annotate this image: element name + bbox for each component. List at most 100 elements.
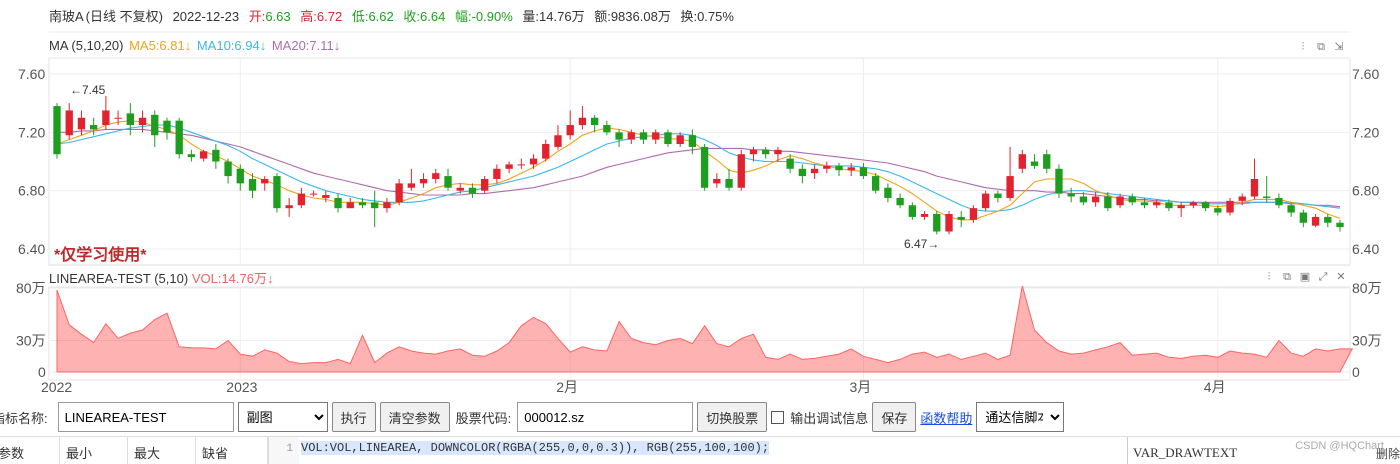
- price-window-toolbar: ⫶ ⧉ ⇲: [1297, 41, 1345, 53]
- close-icon[interactable]: ✕: [1336, 271, 1346, 283]
- volume-area: [56, 285, 1354, 373]
- candle-body: [896, 197, 904, 206]
- candle-body: [1091, 196, 1100, 203]
- param-col-max: 最大: [128, 437, 196, 464]
- ma5-line: [56, 120, 1341, 221]
- copy-icon[interactable]: ⧉: [1283, 271, 1291, 283]
- date-axis-label: 2023: [226, 379, 257, 395]
- ma20-line: [57, 128, 1341, 208]
- candle-body: [688, 135, 697, 147]
- volume-axis-label-left: 30万: [16, 333, 46, 349]
- candle-body: [236, 168, 244, 184]
- debug-checkbox[interactable]: [771, 410, 785, 424]
- delete-button[interactable]: 删除: [1375, 447, 1400, 461]
- candle-body: [798, 168, 807, 177]
- function-help-link[interactable]: 函数帮助: [920, 410, 973, 426]
- high-annotation: ←7.45: [70, 83, 106, 97]
- stock-code-label: 股票代码:: [455, 410, 512, 426]
- candle-body: [187, 154, 196, 158]
- volume-axis-label-right: 0: [1352, 364, 1360, 380]
- ma-indicator-name[interactable]: MA (5,10,20): [49, 38, 124, 53]
- candle-body: [248, 179, 257, 191]
- candle-body: [1336, 222, 1344, 228]
- stock-header: 南玻A (日线 不复权) 2022-12-23 开:6.63 高:6.72 低:6…: [49, 6, 740, 26]
- candle-body: [566, 125, 574, 136]
- line-number: 1: [269, 437, 299, 464]
- candle-body: [1043, 154, 1051, 169]
- candle-body: [1055, 168, 1063, 194]
- price-axis-label-right: 7.20: [1352, 124, 1379, 140]
- switch-stock-button[interactable]: 切换股票: [697, 402, 768, 432]
- code-line[interactable]: VOL:VOL,LINEAREA, DOWNCOLOR(RGBA(255,0,0…: [301, 441, 770, 455]
- candle-body: [309, 193, 318, 195]
- price-axis-label-right: 6.80: [1352, 183, 1379, 199]
- candle-body: [212, 149, 220, 162]
- candle-body: [945, 214, 953, 232]
- settings-icon[interactable]: ⫶: [1301, 41, 1305, 53]
- param-col-min: 最小: [60, 437, 128, 464]
- script-type-select[interactable]: 通达信脚本: [976, 402, 1065, 432]
- candle-body: [1238, 196, 1246, 201]
- var-panel: VAR_DRAWTEXT 删除: [1127, 437, 1400, 464]
- candle-body: [126, 113, 134, 126]
- candle-body: [346, 202, 354, 209]
- candle-body: [89, 125, 98, 130]
- indicator-name-input[interactable]: [57, 402, 234, 432]
- save-button[interactable]: 保存: [872, 402, 917, 432]
- stock-name: 南玻A: [49, 9, 84, 24]
- candle-body: [358, 202, 367, 206]
- change-pct: 幅:-0.90%: [454, 9, 513, 24]
- volume-value: 量:14.76万: [522, 9, 585, 24]
- param-col-default: 缺省: [196, 437, 268, 464]
- code-editor[interactable]: 1 VOL:VOL,LINEAREA, DOWNCOLOR(RGBA(255,0…: [268, 437, 1126, 464]
- candle-body: [1275, 197, 1283, 206]
- candle-body: [285, 205, 293, 209]
- turnover-value: 换:0.75%: [680, 9, 734, 24]
- candle-body: [395, 183, 403, 203]
- price-frame: [48, 57, 1351, 266]
- indicator-title[interactable]: LINEAREA-TEST (5,10): [49, 271, 189, 286]
- candle-body: [1104, 196, 1112, 209]
- window-type-select[interactable]: 副图: [237, 402, 328, 432]
- candle-body: [371, 202, 379, 209]
- candle-body: [664, 132, 672, 144]
- amount-value: 额:9836.08万: [594, 9, 671, 24]
- candle-body: [603, 125, 611, 133]
- script-controls: 指标名称: 副图 执行 清空参数 股票代码: 切换股票 输出调试信息 保存 函数…: [0, 400, 1400, 434]
- settings-icon[interactable]: ⫶: [1267, 271, 1271, 283]
- candle-body: [1030, 161, 1039, 166]
- candle-body: [542, 144, 550, 159]
- candle-body: [529, 158, 538, 165]
- candle-body: [884, 187, 892, 198]
- stock-code-input[interactable]: [517, 402, 694, 432]
- price-axis-label-left: 6.40: [18, 241, 45, 257]
- candle-body: [1263, 196, 1271, 198]
- volume-axis-label-left: 0: [38, 364, 46, 380]
- watermark-text: *仅学习使用*: [54, 247, 147, 264]
- editor-panel: 参数 最小 最大 缺省 1 VOL:VOL,LINEAREA, DOWNCOLO…: [0, 436, 1400, 464]
- ma5-value: MA5:6.81↓: [129, 38, 192, 53]
- copy-icon[interactable]: ⧉: [1317, 41, 1325, 53]
- export-icon[interactable]: ▣: [1299, 271, 1311, 283]
- candle-body: [163, 120, 171, 133]
- candle-body: [554, 135, 562, 147]
- debug-label: 输出调试信息: [790, 410, 869, 426]
- ma-lines: [56, 120, 1341, 221]
- indicator-window-toolbar: ⫶ ⧉ ▣ ⤢ ✕: [1263, 271, 1347, 283]
- candle-body: [1189, 202, 1198, 206]
- candle-body: [297, 193, 306, 206]
- candle-body: [590, 117, 599, 126]
- candle-body: [1214, 208, 1222, 213]
- candle-body: [1201, 202, 1210, 209]
- candle-body: [1311, 216, 1320, 226]
- clear-params-button[interactable]: 清空参数: [379, 402, 450, 432]
- execute-button[interactable]: 执行: [331, 402, 376, 432]
- candle-body: [762, 149, 770, 155]
- candle-body: [615, 132, 623, 140]
- candle-body: [1299, 212, 1308, 223]
- candle-body: [920, 214, 929, 217]
- export-icon[interactable]: ⇲: [1334, 41, 1344, 53]
- candle-body: [578, 117, 587, 126]
- expand-icon[interactable]: ⤢: [1318, 271, 1328, 283]
- candle-body: [774, 149, 782, 155]
